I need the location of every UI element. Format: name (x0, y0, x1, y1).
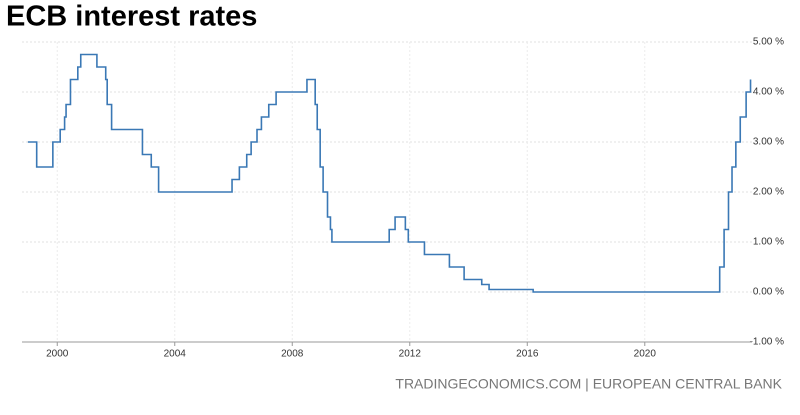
y-tick-label: 4.00 % (753, 87, 784, 98)
y-tick-label: 2.00 % (753, 187, 784, 198)
y-tick-label: 0.00 % (753, 287, 784, 298)
x-tick-label: 2004 (164, 349, 187, 360)
x-tick-label: 2020 (634, 349, 657, 360)
y-tick-label: 3.00 % (753, 137, 784, 148)
x-tick-label: 2012 (399, 349, 422, 360)
y-tick-label: 1.00 % (753, 237, 784, 248)
x-tick-label: 2000 (46, 349, 69, 360)
line (27, 53, 752, 293)
x-tick-label: 2008 (281, 349, 304, 360)
source: TRADINGECONOMICS.COM | EUROPEAN CENTRAL … (395, 376, 782, 392)
y-tick-label: 5.00 % (753, 37, 784, 48)
chart-title: ECB interest rates (6, 1, 257, 33)
y-tick-label: -1.00 % (750, 337, 785, 348)
x-tick-label: 2016 (516, 349, 539, 360)
